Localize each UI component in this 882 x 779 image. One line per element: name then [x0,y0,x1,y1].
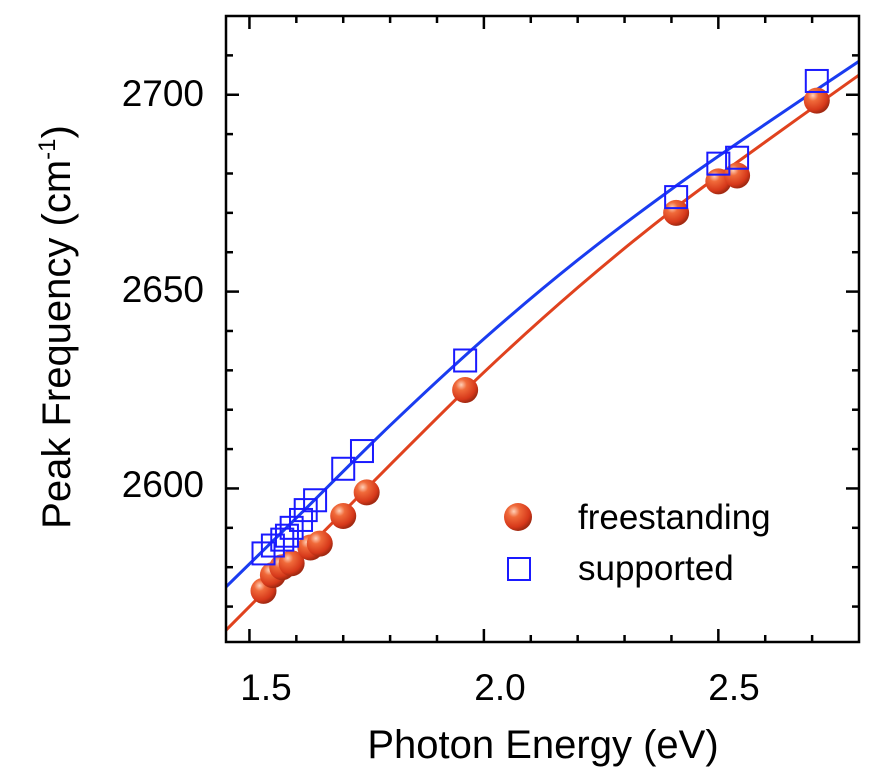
point-supported [251,541,276,566]
point-freestanding [278,550,305,577]
point-supported [260,533,285,558]
point-freestanding [330,503,357,530]
point-supported [664,185,689,210]
x-tick-label-1-5: 1.5 [240,667,291,708]
y-axis-title: Peak Frequency (cm-1) [34,125,79,529]
point-supported [706,151,731,176]
point-supported [289,507,314,532]
legend-label-freestanding: freestanding [578,498,771,537]
point-supported [349,439,374,464]
legend-label-supported: supported [578,549,734,588]
point-freestanding [353,479,380,506]
x-tick-label-2-0: 2.0 [474,667,525,708]
legend-marker-supported [507,557,531,581]
fit-line-supported [226,60,859,588]
legend-marker-freestanding [504,503,532,531]
point-freestanding [306,530,333,557]
x-tick-label-2-5: 2.5 [708,667,759,708]
y-axis-title-main: Peak Frequency (cm [35,160,79,529]
legend: freestanding supported [504,498,771,588]
y-axis-title-superscript: -1 [34,138,61,159]
point-supported [279,515,304,540]
point-supported [274,523,299,548]
x-axis-title: Photon Energy (eV) [367,723,718,767]
point-supported [725,145,750,170]
y-tick-label-2650: 2650 [122,269,204,310]
point-freestanding [663,199,690,226]
y-tick-label-2600: 2600 [122,464,204,505]
axis-ticks [226,16,859,642]
y-tick-labels: 2600 2650 2700 [122,73,204,505]
plot-frame [224,14,861,644]
x-tick-labels: 1.5 2.0 2.5 [240,667,759,708]
point-freestanding [452,377,479,404]
point-supported [303,488,328,513]
point-freestanding [803,87,830,114]
point-supported [293,498,318,523]
data-markers [250,68,830,604]
point-supported [804,68,829,93]
point-supported [453,348,478,373]
y-axis-title-close: ) [35,125,79,138]
y-tick-label-2700: 2700 [122,73,204,114]
point-supported [331,456,356,481]
